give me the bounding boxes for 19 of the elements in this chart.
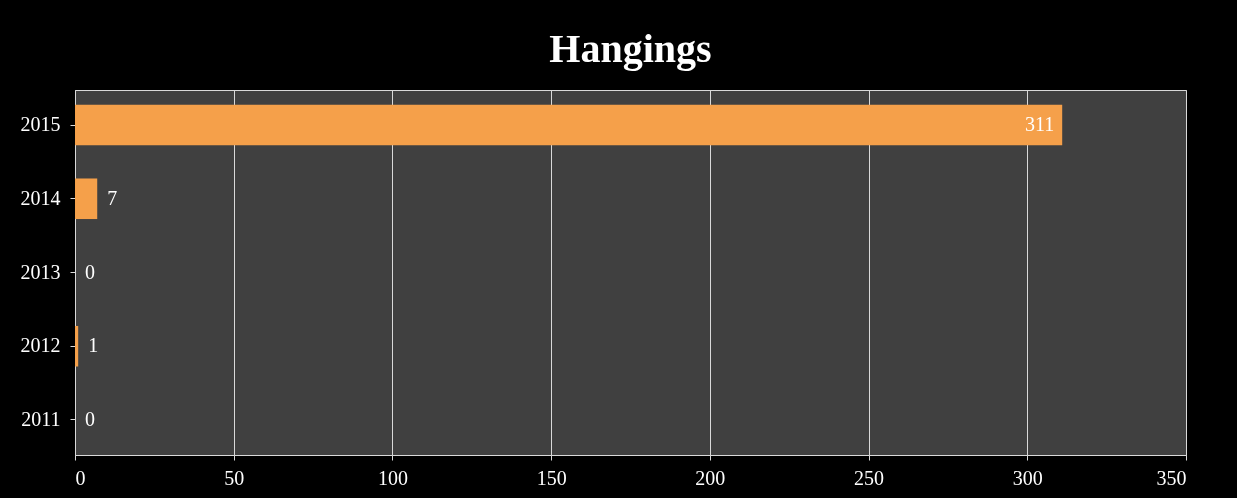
x-tick-label: 0: [75, 466, 86, 489]
y-tick-label: 2012: [20, 334, 61, 357]
y-tick-label: 2015: [20, 113, 61, 136]
chart-title: Hangings: [549, 26, 712, 71]
data-label: 7: [107, 186, 118, 209]
y-tick-label: 2014: [20, 186, 61, 209]
data-label: 1: [88, 334, 99, 357]
data-label: 0: [85, 407, 95, 430]
y-tick-label: 2013: [20, 260, 61, 283]
x-tick-label: 300: [1012, 466, 1043, 489]
x-tick-label: 100: [377, 466, 408, 489]
x-tick-label: 50: [224, 466, 245, 489]
data-label: 311: [1024, 113, 1055, 136]
x-tick-label: 150: [536, 466, 567, 489]
x-tick-label: 350: [1156, 466, 1187, 489]
x-tick-label: 200: [695, 466, 726, 489]
x-tick-label: 250: [854, 466, 885, 489]
y-tick-label: 2011: [21, 407, 61, 430]
data-label: 0: [85, 260, 95, 283]
